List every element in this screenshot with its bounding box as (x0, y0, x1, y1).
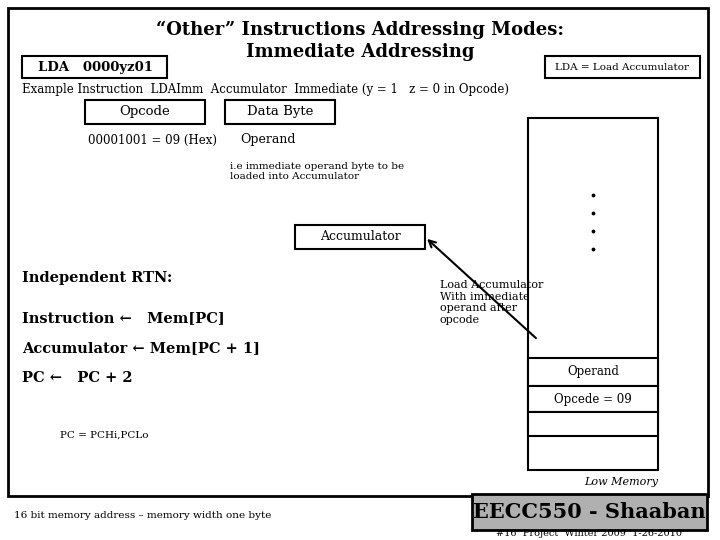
Text: Opcede = 09: Opcede = 09 (554, 393, 632, 406)
Bar (528, 358, 658, 386)
Text: LDA = Load Accumulator: LDA = Load Accumulator (555, 63, 689, 71)
Bar (225, 100, 335, 124)
Bar (85, 100, 205, 124)
Text: 00001001 = 09 (Hex): 00001001 = 09 (Hex) (88, 133, 217, 146)
Text: Instruction ←   Mem[PC]: Instruction ← Mem[PC] (22, 311, 225, 325)
Text: Accumulator ← Mem[PC + 1]: Accumulator ← Mem[PC + 1] (22, 341, 260, 355)
Bar (472, 494, 707, 530)
Text: “Other” Instructions Addressing Modes:: “Other” Instructions Addressing Modes: (156, 21, 564, 39)
Bar (22, 56, 167, 78)
Text: Accumulator: Accumulator (320, 231, 400, 244)
Text: Immediate Addressing: Immediate Addressing (246, 43, 474, 61)
Text: Operand: Operand (567, 366, 619, 379)
Text: Load Accumulator
With immediate
operand after
opcode: Load Accumulator With immediate operand … (440, 280, 544, 325)
Bar (528, 118, 658, 470)
Text: Data Byte: Data Byte (247, 105, 313, 118)
Text: 16 bit memory address – memory width one byte: 16 bit memory address – memory width one… (14, 511, 271, 521)
Text: Operand: Operand (240, 133, 295, 146)
Text: i.e immediate operand byte to be
loaded into Accumulator: i.e immediate operand byte to be loaded … (230, 162, 404, 181)
Text: Low Memory: Low Memory (584, 477, 658, 487)
Bar (528, 386, 658, 412)
Text: PC = PCHi,PCLo: PC = PCHi,PCLo (60, 430, 148, 440)
Text: Opcode: Opcode (120, 105, 171, 118)
Text: Example Instruction  LDAImm  Accumulator  Immediate (y = 1   z = 0 in Opcode): Example Instruction LDAImm Accumulator I… (22, 84, 509, 97)
Text: LDA   0000yz01: LDA 0000yz01 (37, 60, 153, 73)
Text: Independent RTN:: Independent RTN: (22, 271, 172, 285)
Bar (528, 412, 658, 436)
Text: #16  Project  Winter 2009  1-26-2010: #16 Project Winter 2009 1-26-2010 (496, 529, 682, 537)
Bar (295, 225, 425, 249)
Text: PC ←   PC + 2: PC ← PC + 2 (22, 371, 132, 385)
Bar (545, 56, 700, 78)
Text: EECC550 - Shaaban: EECC550 - Shaaban (473, 502, 706, 522)
